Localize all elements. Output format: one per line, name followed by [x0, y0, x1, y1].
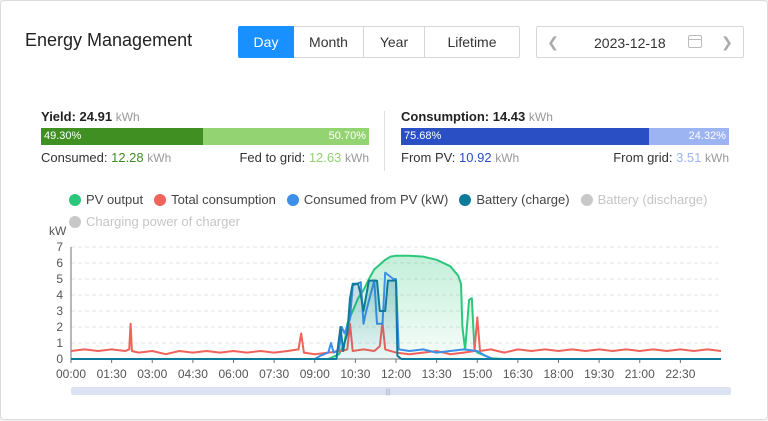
- y-axis-unit-label: kW: [49, 224, 67, 238]
- legend-item[interactable]: Consumed from PV (kW): [286, 189, 449, 211]
- from-pv-label: From PV:: [401, 150, 456, 165]
- x-tick-label: 04:30: [178, 367, 208, 381]
- x-tick-label: 16:30: [503, 367, 533, 381]
- consumption-heading: Consumption: 14.43 kWh: [401, 109, 729, 124]
- legend-item[interactable]: Total consumption: [154, 189, 276, 211]
- from-grid-label: From grid:: [613, 150, 673, 165]
- page-title: Energy Management: [25, 30, 193, 50]
- x-tick-label: 06:00: [218, 367, 248, 381]
- x-tick-label: 01:30: [97, 367, 127, 381]
- x-tick-label: 12:00: [381, 367, 411, 381]
- legend-dot-icon: [580, 194, 593, 206]
- fed-to-grid-label: Fed to grid:: [239, 150, 306, 165]
- consumption-grid-share: 24.32%: [649, 128, 729, 145]
- yield-value: 24.91: [79, 109, 113, 124]
- yield-summary: Yield: 24.91 kWh 49.30% 50.70% Consumed:…: [41, 109, 369, 168]
- yield-heading: Yield: 24.91 kWh: [41, 109, 369, 124]
- x-tick-label: 15:00: [462, 367, 492, 381]
- legend-item[interactable]: PV output: [69, 189, 143, 211]
- consumption-breakdown: From PV: 10.92 kWh From grid: 3.51 kWh: [401, 150, 729, 168]
- consumption-value: 14.43: [492, 109, 526, 124]
- date-value[interactable]: 2023-12-18: [594, 35, 666, 51]
- y-tick-label: 7: [56, 240, 63, 254]
- from-grid-unit: kWh: [705, 151, 729, 165]
- x-tick-label: 19:30: [584, 367, 614, 381]
- consumption-summary: Consumption: 14.43 kWh 75.68% 24.32% Fro…: [401, 109, 729, 168]
- legend-label: PV output: [86, 192, 144, 207]
- legend-dot-icon: [69, 216, 81, 228]
- from-pv-value: 10.92: [459, 150, 492, 165]
- yield-unit: kWh: [115, 110, 140, 124]
- legend-dot-icon: [286, 194, 299, 206]
- from-pv-unit: kWh: [495, 151, 520, 165]
- x-tick-label: 21:00: [625, 367, 655, 381]
- y-tick-label: 3: [56, 304, 63, 318]
- series-line: [71, 279, 721, 360]
- legend-label: Charging power of charger: [86, 214, 240, 229]
- legend-item[interactable]: Battery (discharge): [580, 189, 708, 211]
- tab-day[interactable]: Day: [238, 26, 294, 58]
- legend-dot-icon: [154, 194, 167, 206]
- yield-fed-share: 50.70%: [202, 128, 369, 145]
- x-tick-label: 22:30: [665, 367, 695, 381]
- x-tick-label: 10:30: [340, 367, 370, 381]
- legend-dot-icon: [69, 194, 81, 206]
- y-tick-label: 2: [56, 320, 63, 334]
- y-tick-label: 1: [56, 336, 63, 350]
- y-tick-label: 0: [56, 352, 63, 366]
- y-tick-label: 5: [56, 272, 63, 286]
- y-tick-label: 6: [56, 256, 63, 270]
- period-selector: Day Month Year Lifetime: [238, 26, 520, 58]
- summary-divider: [384, 111, 385, 171]
- legend-label: Consumed from PV (kW): [303, 192, 449, 207]
- chart-legend: PV output Total consumption Consumed from …: [69, 189, 729, 233]
- consumed-label: Consumed:: [41, 150, 108, 165]
- consumption-split-bar: 75.68% 24.32%: [401, 128, 729, 145]
- x-tick-label: 03:00: [137, 367, 167, 381]
- legend-dot-icon: [459, 194, 472, 206]
- legend-label: Battery (charge): [476, 192, 570, 207]
- yield-consumed-share: 49.30%: [41, 128, 203, 145]
- x-tick-label: 07:30: [259, 367, 289, 381]
- x-tick-label: 09:00: [300, 367, 330, 381]
- y-tick-label: 4: [56, 288, 63, 302]
- consumed-value: 12.28: [111, 150, 144, 165]
- legend-label: Total consumption: [171, 192, 276, 207]
- legend-item[interactable]: Charging power of charger: [69, 211, 240, 233]
- zoom-slider-handle[interactable]: |||: [385, 389, 391, 396]
- date-picker[interactable]: ❮ 2023-12-18 ❯: [536, 26, 744, 58]
- consumed-unit: kWh: [147, 151, 172, 165]
- zoom-slider-track: [71, 387, 731, 395]
- tab-lifetime[interactable]: Lifetime: [425, 26, 520, 58]
- previous-date-button[interactable]: ❮: [547, 34, 559, 50]
- consumption-pv-share: 75.68%: [401, 128, 650, 145]
- yield-label: Yield:: [41, 109, 76, 124]
- next-date-button[interactable]: ❯: [721, 34, 733, 50]
- x-tick-label: 18:00: [543, 367, 573, 381]
- legend-label: Battery (discharge): [597, 192, 708, 207]
- consumption-unit: kWh: [528, 110, 553, 124]
- legend-item[interactable]: Battery (charge): [459, 189, 570, 211]
- tab-year[interactable]: Year: [364, 26, 425, 58]
- tab-month[interactable]: Month: [294, 26, 364, 58]
- yield-breakdown: Consumed: 12.28 kWh Fed to grid: 12.63 k…: [41, 150, 369, 168]
- fed-to-grid-unit: kWh: [345, 151, 369, 165]
- fed-to-grid-value: 12.63: [308, 150, 342, 165]
- x-tick-label: 13:30: [422, 367, 452, 381]
- x-tick-label: 00:00: [56, 367, 86, 381]
- consumption-label: Consumption:: [401, 109, 490, 124]
- yield-split-bar: 49.30% 50.70%: [41, 128, 369, 145]
- calendar-icon[interactable]: [688, 35, 702, 48]
- from-grid-value: 3.51: [676, 150, 702, 165]
